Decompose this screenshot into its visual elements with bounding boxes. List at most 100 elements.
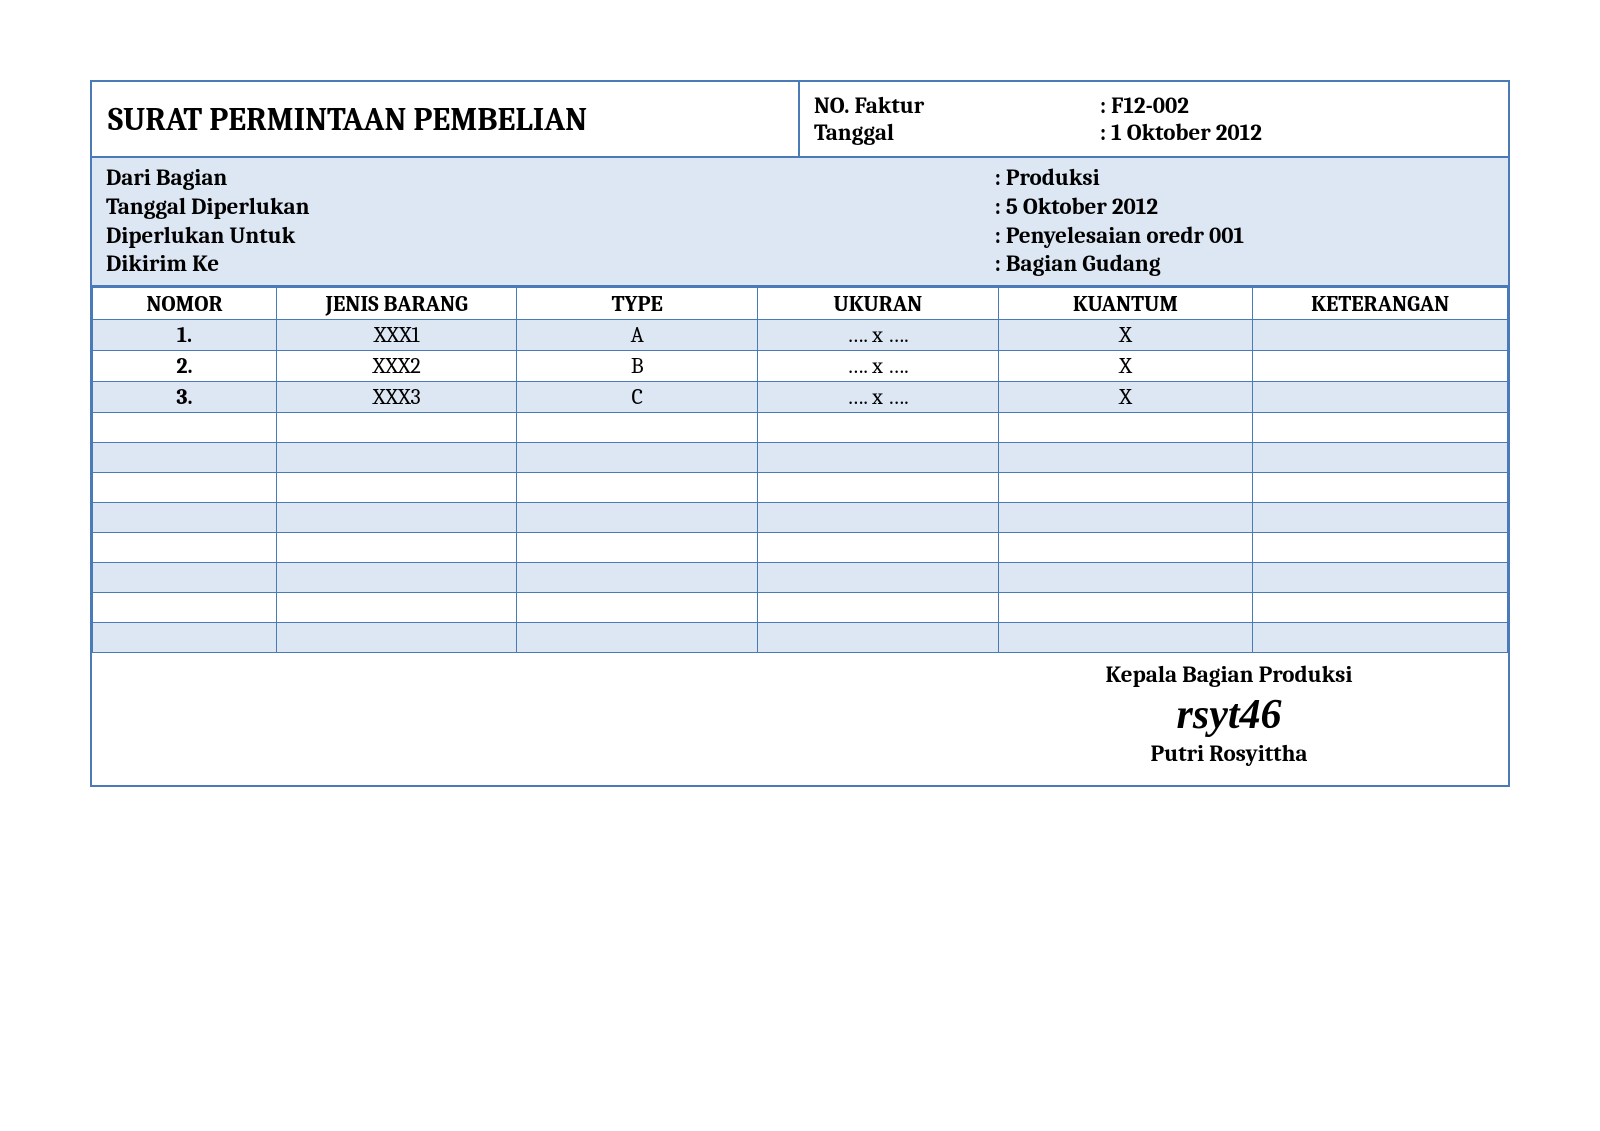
table-cell: A: [517, 320, 758, 351]
table-row: [93, 623, 1508, 653]
table-cell: [998, 623, 1253, 653]
table-cell: [1253, 593, 1508, 623]
table-cell: [517, 413, 758, 443]
table-cell: [276, 503, 517, 533]
table-cell: [517, 503, 758, 533]
table-cell: X: [998, 320, 1253, 351]
table-cell: [276, 473, 517, 503]
table-cell: [276, 413, 517, 443]
meta-label-tanggal: Tanggal: [814, 119, 1100, 146]
table-cell: [758, 593, 999, 623]
table-cell: 1.: [93, 320, 277, 351]
table-cell: …. x ….: [758, 351, 999, 382]
table-cell: [998, 443, 1253, 473]
info-row-dari: Dari Bagian : Produksi: [106, 164, 1494, 193]
table-cell: C: [517, 382, 758, 413]
table-row: 3.XXX3C…. x ….X: [93, 382, 1508, 413]
table-cell: [517, 533, 758, 563]
table-cell: [1253, 533, 1508, 563]
info-label: Tanggal Diperlukan: [106, 193, 994, 222]
table-cell: [1253, 503, 1508, 533]
table-cell: [276, 533, 517, 563]
table-cell: [998, 503, 1253, 533]
table-header-row: NOMORJENIS BARANGTYPEUKURANKUANTUMKETERA…: [93, 288, 1508, 320]
table-cell: [276, 443, 517, 473]
info-value: : 5 Oktober 2012: [994, 193, 1494, 222]
table-row: [93, 593, 1508, 623]
table-cell: [93, 623, 277, 653]
info-value: : Penyelesaian oredr 001: [994, 222, 1494, 251]
table-row: [93, 533, 1508, 563]
table-cell: XXX2: [276, 351, 517, 382]
table-cell: [276, 623, 517, 653]
signature-role: Kepala Bagian Produksi: [1074, 661, 1384, 688]
table-row: [93, 413, 1508, 443]
table-row: [93, 443, 1508, 473]
signature-script: rsyt46: [1074, 688, 1384, 740]
table-cell: [758, 623, 999, 653]
info-row-diperlukan-untuk: Diperlukan Untuk : Penyelesaian oredr 00…: [106, 222, 1494, 251]
table-cell: [517, 593, 758, 623]
table-cell: [517, 563, 758, 593]
table-cell: [998, 413, 1253, 443]
table-cell: [93, 473, 277, 503]
meta-label-faktur: NO. Faktur: [814, 92, 1100, 119]
table-cell: [1253, 320, 1508, 351]
table-row: [93, 473, 1508, 503]
table-cell: [758, 563, 999, 593]
info-value: : Produksi: [994, 164, 1494, 193]
table-cell: [758, 533, 999, 563]
table-cell: XXX1: [276, 320, 517, 351]
table-cell: [93, 593, 277, 623]
info-row-dikirim-ke: Dikirim Ke : Bagian Gudang: [106, 250, 1494, 279]
meta-value-tanggal: : 1 Oktober 2012: [1100, 119, 1494, 146]
table-cell: [1253, 473, 1508, 503]
table-cell: [517, 623, 758, 653]
column-header: TYPE: [517, 288, 758, 320]
table-row: [93, 563, 1508, 593]
table-cell: [998, 563, 1253, 593]
table-cell: [93, 503, 277, 533]
column-header: NOMOR: [93, 288, 277, 320]
info-block: Dari Bagian : Produksi Tanggal Diperluka…: [92, 158, 1508, 287]
table-cell: [1253, 563, 1508, 593]
table-cell: X: [998, 351, 1253, 382]
table-cell: [758, 473, 999, 503]
table-cell: [276, 593, 517, 623]
table-cell: [517, 473, 758, 503]
info-label: Dikirim Ke: [106, 250, 994, 279]
table-cell: [998, 533, 1253, 563]
table-cell: [758, 443, 999, 473]
column-header: JENIS BARANG: [276, 288, 517, 320]
table-cell: [1253, 623, 1508, 653]
table-cell: B: [517, 351, 758, 382]
table-cell: [998, 593, 1253, 623]
column-header: KETERANGAN: [1253, 288, 1508, 320]
info-label: Diperlukan Untuk: [106, 222, 994, 251]
document-title: SURAT PERMINTAAN PEMBELIAN: [92, 82, 800, 156]
table-cell: [276, 563, 517, 593]
table-cell: [998, 473, 1253, 503]
signature-name: Putri Rosyittha: [1074, 740, 1384, 767]
page: SURAT PERMINTAAN PEMBELIAN NO. Faktur : …: [0, 0, 1600, 1131]
table-cell: [93, 443, 277, 473]
column-header: UKURAN: [758, 288, 999, 320]
table-cell: [517, 443, 758, 473]
table-cell: [758, 503, 999, 533]
meta-row-faktur: NO. Faktur : F12-002: [814, 92, 1494, 119]
table-cell: 2.: [93, 351, 277, 382]
table-cell: …. x ….: [758, 382, 999, 413]
table-cell: 3.: [93, 382, 277, 413]
meta-row-tanggal: Tanggal : 1 Oktober 2012: [814, 119, 1494, 146]
table-row: 2.XXX2B…. x ….X: [93, 351, 1508, 382]
info-label: Dari Bagian: [106, 164, 994, 193]
document-frame: SURAT PERMINTAAN PEMBELIAN NO. Faktur : …: [90, 80, 1510, 787]
signature-inner: Kepala Bagian Produksi rsyt46 Putri Rosy…: [1074, 661, 1384, 767]
table-cell: [1253, 351, 1508, 382]
table-row: 1.XXX1A…. x ….X: [93, 320, 1508, 351]
table-cell: XXX3: [276, 382, 517, 413]
table-cell: [758, 413, 999, 443]
table-cell: [93, 533, 277, 563]
signature-block: Kepala Bagian Produksi rsyt46 Putri Rosy…: [92, 653, 1508, 785]
info-row-tanggal-diperlukan: Tanggal Diperlukan : 5 Oktober 2012: [106, 193, 1494, 222]
